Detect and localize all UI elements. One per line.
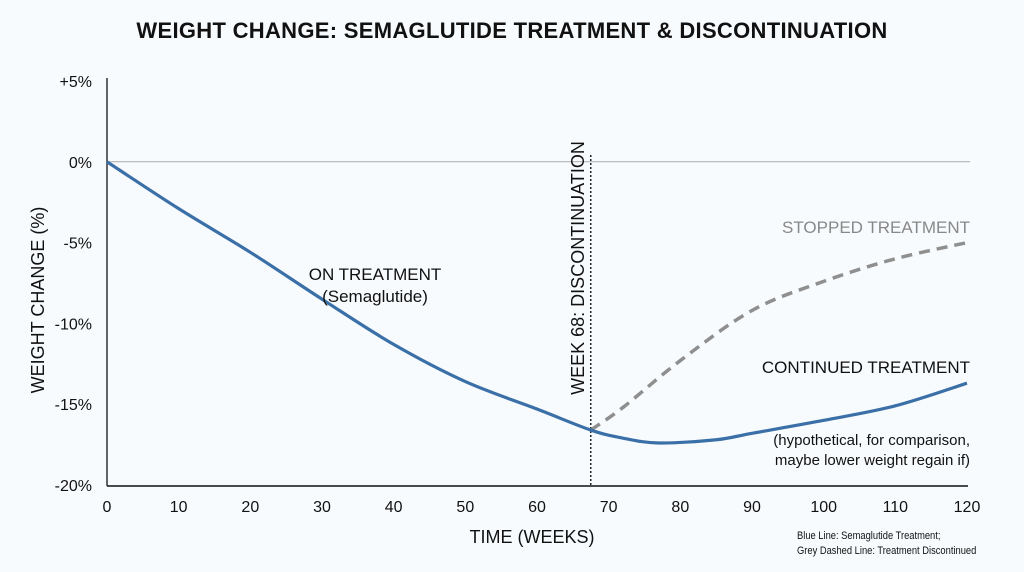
y-tick-label: -5%	[64, 236, 92, 253]
x-tick-label: 10	[170, 499, 188, 516]
x-tick-label: 90	[743, 499, 761, 516]
annotation-hypothetical-2: maybe lower weight regain if)	[775, 452, 970, 469]
y-tick-label: -10%	[55, 316, 92, 333]
annotation-continued: CONTINUED TREATMENT	[762, 358, 970, 377]
annotation-stopped: STOPPED TREATMENT	[782, 218, 970, 237]
legend-note-grey: Grey Dashed Line: Treatment Discontinued	[797, 545, 977, 557]
annotation-on-treatment-sub: (Semaglutide)	[322, 287, 428, 306]
x-tick-label: 60	[528, 499, 546, 516]
y-tick-label: -15%	[55, 397, 92, 414]
chart-title: WEIGHT CHANGE: SEMAGLUTIDE TREATMENT & D…	[136, 18, 888, 43]
x-tick-label: 80	[671, 499, 689, 516]
series-treatment-line	[106, 160, 968, 445]
x-tick-label: 0	[103, 499, 112, 516]
y-tick-label: +5%	[60, 74, 92, 91]
y-tick-label: 0%	[69, 155, 92, 172]
x-axis-label: TIME (WEEKS)	[470, 527, 595, 547]
annotation-hypothetical-1: (hypothetical, for comparison,	[773, 432, 970, 449]
y-axis-label: WEIGHT CHANGE (%)	[28, 207, 48, 394]
annotation-on-treatment: ON TREATMENT	[309, 265, 442, 284]
x-tick-label: 30	[313, 499, 331, 516]
x-tick-label: 120	[954, 499, 981, 516]
x-tick-label: 50	[456, 499, 474, 516]
series-discontinued-line	[589, 240, 968, 432]
x-tick-label: 110	[883, 499, 909, 516]
legend-note-blue: Blue Line: Semaglutide Treatment;	[797, 530, 941, 542]
legend-note: Blue Line: Semaglutide Treatment; Grey D…	[797, 529, 976, 559]
x-tick-label: 40	[385, 499, 403, 516]
x-tick-label: 20	[241, 499, 259, 516]
y-tick-label: -20%	[55, 478, 92, 495]
discontinuation-label: WEEK 68: DISCONTINUATION	[568, 141, 588, 395]
x-tick-label: 70	[600, 499, 618, 516]
x-tick-label: 100	[810, 499, 837, 516]
